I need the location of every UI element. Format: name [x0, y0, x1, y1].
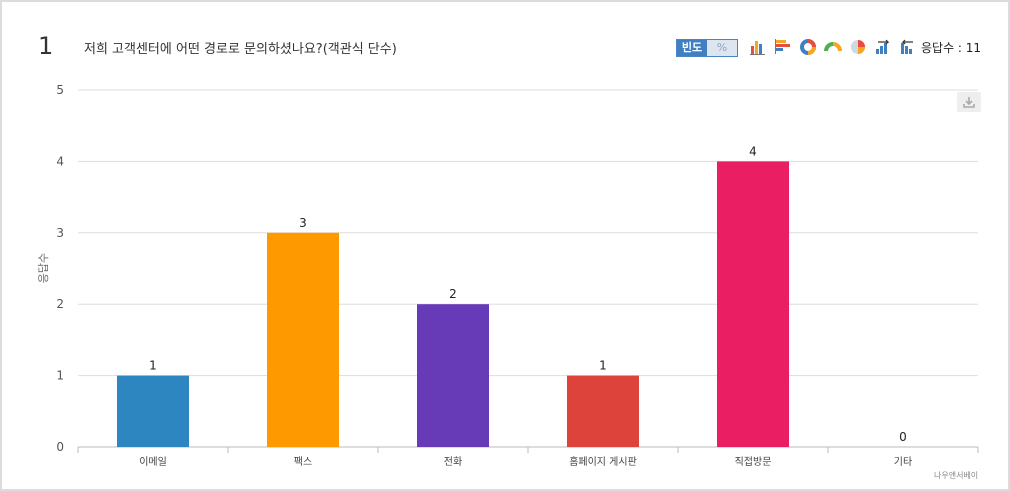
x-tick-label: 팩스 — [294, 456, 312, 468]
data-label: 3 — [299, 216, 307, 230]
x-tick-label: 직접방문 — [735, 456, 772, 468]
percent-toggle-button[interactable]: % — [707, 40, 737, 56]
bar — [417, 304, 489, 447]
data-label: 0 — [899, 430, 907, 444]
y-tick-label: 4 — [56, 154, 64, 168]
horizontal-bar-icon[interactable] — [774, 38, 792, 56]
data-label: 1 — [599, 359, 607, 373]
download-button[interactable] — [957, 92, 981, 112]
y-tick-label: 0 — [56, 440, 64, 454]
sort-ascending-icon[interactable] — [874, 38, 892, 56]
bar — [717, 161, 789, 447]
y-tick-label: 2 — [56, 297, 64, 311]
question-title: 저희 고객센터에 어떤 경로로 문의하셨나요?(객관식 단수) — [84, 42, 397, 57]
data-label: 2 — [449, 287, 457, 301]
bar — [567, 375, 639, 447]
y-tick-label: 1 — [56, 369, 64, 383]
x-tick-label: 전화 — [444, 456, 462, 468]
frequency-toggle-button[interactable]: 빈도 — [677, 40, 707, 56]
watermark: 나우앤서베이 — [934, 471, 979, 480]
question-number: 1 — [38, 32, 54, 60]
half-donut-icon[interactable] — [824, 38, 842, 56]
download-icon — [963, 97, 975, 108]
bar — [117, 375, 189, 447]
pie-chart-icon[interactable] — [849, 38, 867, 56]
x-tick-label: 기타 — [894, 456, 912, 468]
x-tick-label: 이메일 — [139, 456, 167, 468]
view-toggle: 빈도 % — [676, 39, 738, 57]
x-tick-label: 홈페이지 게시판 — [569, 455, 637, 468]
response-count: 응답수 : 11 — [921, 41, 982, 55]
y-axis-label: 응답수 — [37, 253, 50, 283]
y-tick-label: 3 — [56, 226, 64, 240]
chart-type-toolbar — [749, 38, 917, 56]
bar — [267, 232, 339, 447]
sort-descending-icon[interactable] — [899, 38, 917, 56]
data-label: 1 — [149, 359, 157, 373]
y-tick-label: 5 — [56, 83, 64, 97]
donut-chart-icon[interactable] — [799, 38, 817, 56]
bar-chart-icon[interactable] — [749, 38, 767, 56]
data-label: 4 — [749, 144, 757, 158]
